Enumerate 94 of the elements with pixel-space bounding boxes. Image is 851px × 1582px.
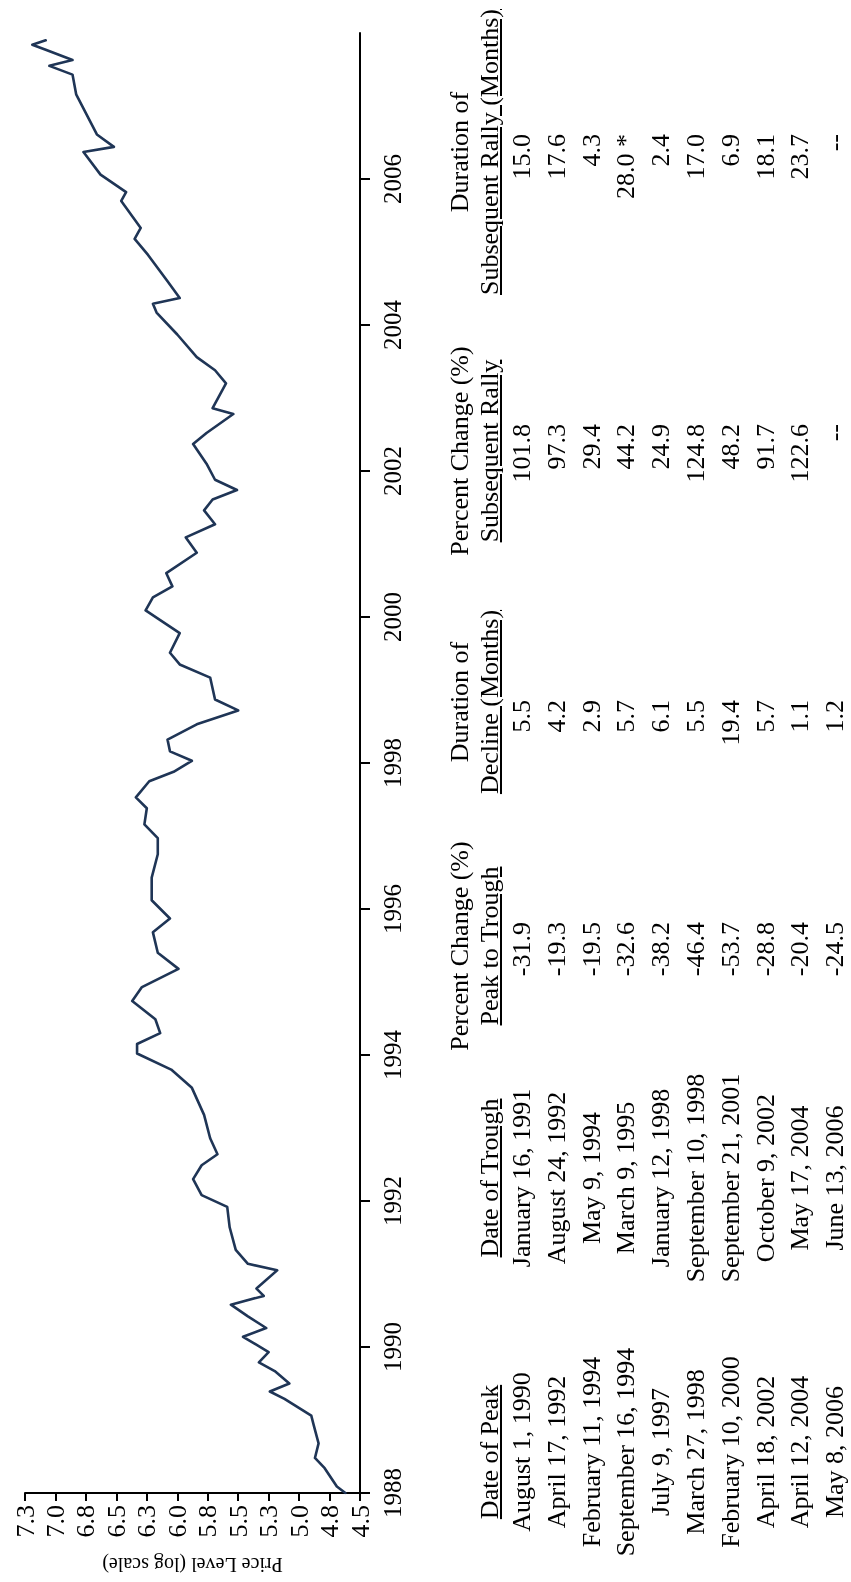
text: -38.2 — [646, 922, 676, 977]
text: Duration of — [445, 91, 474, 213]
text: -- — [820, 134, 850, 152]
text: 5.7 — [611, 700, 641, 733]
text: 15.0 — [507, 134, 536, 180]
x-tick-label: 5.5 — [223, 1505, 253, 1538]
text: 4.3 — [576, 134, 606, 167]
x-tick-label: 7.0 — [40, 1505, 70, 1538]
text: 1.2 — [820, 700, 850, 733]
text: 23.7 — [785, 134, 815, 180]
text: 17.0 — [681, 134, 710, 180]
text: March 27, 1998 — [681, 1369, 710, 1535]
x-tick-label: 7.3 — [10, 1505, 40, 1538]
text: 122.6 — [785, 424, 815, 483]
text: October 9, 2002 — [750, 1093, 780, 1263]
text: 101.8 — [507, 424, 536, 483]
text: -46.4 — [681, 922, 710, 977]
y-tick-label: 2002 — [379, 446, 406, 496]
text: 6.9 — [715, 134, 745, 167]
y-tick-label: 2000 — [379, 592, 406, 642]
text: February 11, 1994 — [576, 1356, 606, 1548]
x-tick-label: 5.3 — [254, 1505, 284, 1538]
text: 124.8 — [681, 424, 710, 483]
text: 5.5 — [681, 700, 710, 733]
text: 17.6 — [541, 134, 571, 180]
x-axis-title: Price Level (log scale) — [102, 1553, 283, 1576]
y-tick-label: 2006 — [379, 154, 406, 204]
x-tick-label: 6.8 — [71, 1505, 101, 1538]
text: 19.4 — [715, 700, 745, 746]
x-tick-label: 4.5 — [345, 1505, 375, 1538]
text: April 12, 2004 — [785, 1375, 815, 1529]
text: May 9, 1994 — [576, 1111, 606, 1245]
text: January 12, 1998 — [646, 1088, 676, 1268]
text: January 16, 1991 — [507, 1088, 536, 1268]
text: Peak to Trough — [475, 866, 504, 1026]
y-tick-label: 1992 — [379, 1176, 406, 1226]
text: March 9, 1995 — [611, 1101, 641, 1255]
x-tick-label: 6.5 — [101, 1505, 131, 1538]
x-tick-label: 6.3 — [132, 1505, 162, 1538]
text: 18.1 — [750, 134, 780, 180]
text: June 13, 2006 — [820, 1105, 850, 1251]
text: 5.5 — [507, 700, 536, 733]
text: May 8, 2006 — [820, 1385, 850, 1519]
text: Percent Change (%) — [445, 346, 474, 556]
text: September 21, 2001 — [715, 1073, 745, 1283]
text: -28.8 — [750, 922, 780, 977]
text: September 16, 1994 — [611, 1347, 641, 1557]
text: Decline (Months) — [475, 609, 504, 795]
text: 48.2 — [715, 424, 745, 470]
text: Date of Peak — [475, 1384, 504, 1520]
text: 91.7 — [750, 424, 780, 470]
y-tick-label: 1994 — [379, 1029, 406, 1080]
x-tick-label: 6.0 — [162, 1505, 192, 1538]
text: August 1, 1990 — [507, 1372, 536, 1532]
y-tick-label: 1990 — [379, 1322, 406, 1372]
x-tick-label: 4.8 — [315, 1505, 345, 1538]
text: -19.5 — [576, 922, 606, 977]
text: 2.9 — [576, 700, 606, 733]
text: 28.0 * — [611, 134, 641, 199]
text: February 10, 2000 — [715, 1356, 745, 1548]
text: -53.7 — [715, 922, 745, 977]
text: 4.2 — [541, 700, 571, 733]
text: September 10, 1998 — [681, 1073, 710, 1283]
y-tick-label: 1996 — [379, 884, 406, 934]
text: April 17, 1992 — [541, 1375, 571, 1529]
text: 29.4 — [576, 424, 606, 470]
y-tick-label: 1998 — [379, 738, 406, 788]
text: -32.6 — [611, 922, 641, 977]
text: 6.1 — [646, 700, 676, 733]
text: -31.9 — [507, 922, 536, 977]
text: -19.3 — [541, 922, 571, 977]
text: July 9, 1997 — [646, 1388, 676, 1516]
text: 44.2 — [611, 424, 641, 470]
text: 2.4 — [646, 134, 676, 167]
text: Date of Trough — [475, 1098, 504, 1258]
text: May 17, 2004 — [785, 1105, 815, 1251]
text: -20.4 — [785, 922, 815, 977]
text: 97.3 — [541, 424, 571, 470]
y-tick-label: 1988 — [379, 1468, 406, 1518]
text: 1.1 — [785, 700, 815, 733]
y-tick-label: 2004 — [379, 299, 406, 350]
text: April 18, 2002 — [750, 1375, 780, 1529]
text: 24.9 — [646, 424, 676, 470]
x-tick-label: 5.0 — [284, 1505, 314, 1538]
line-series — [31, 39, 347, 1495]
text: -- — [820, 424, 850, 442]
x-tick-label: 5.8 — [193, 1505, 223, 1538]
text: -24.5 — [820, 922, 850, 977]
text: August 24, 1992 — [541, 1091, 571, 1265]
text: Subsequent Rally — [475, 359, 504, 543]
text: Subsequent Rally (Months) — [475, 9, 504, 295]
text: 5.7 — [750, 700, 780, 733]
text: Duration of — [445, 641, 474, 763]
text: Percent Change (%) — [445, 841, 474, 1051]
